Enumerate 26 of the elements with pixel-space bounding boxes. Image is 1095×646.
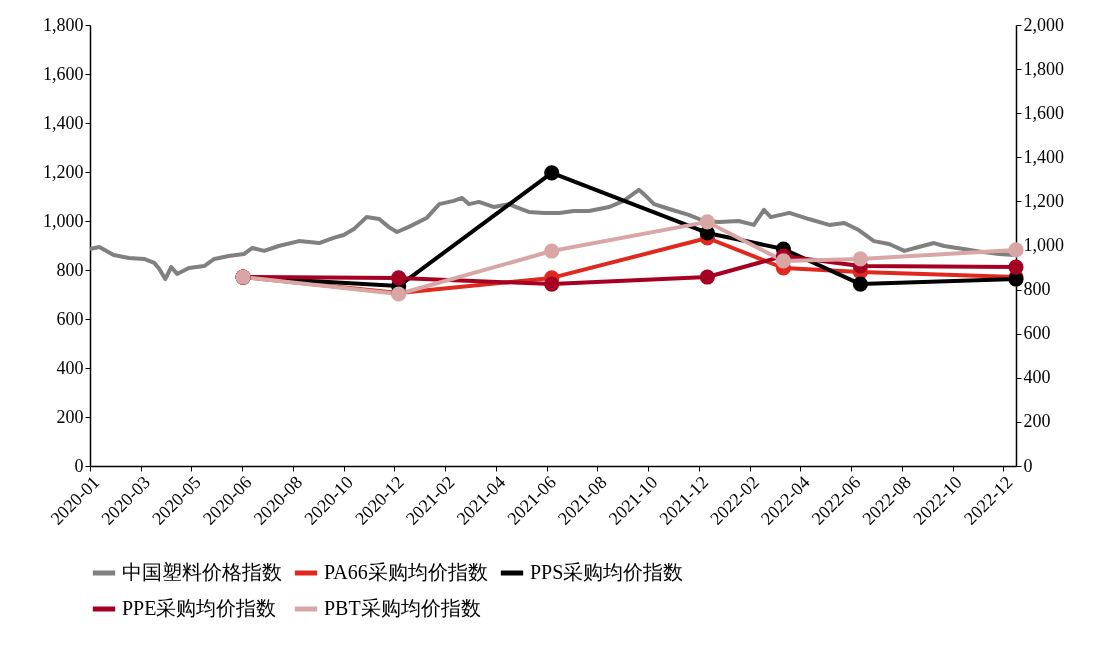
legend-label: PA66采购均价指数 bbox=[324, 561, 488, 583]
y-tick-label: 1,000 bbox=[43, 210, 84, 231]
y-tick-label: 200 bbox=[56, 406, 84, 427]
y-tick-label: 800 bbox=[56, 259, 84, 280]
legend-label: 中国塑料价格指数 bbox=[122, 561, 282, 583]
y-tick-label: 1,200 bbox=[43, 161, 84, 182]
y2-tick-label: 200 bbox=[1023, 411, 1051, 432]
y-tick-label: 1,400 bbox=[43, 112, 84, 133]
y2-tick-label: 800 bbox=[1023, 279, 1051, 300]
y-tick-label: 400 bbox=[56, 357, 84, 378]
y-tick-label: 600 bbox=[56, 308, 84, 329]
y2-tick-label: 0 bbox=[1023, 455, 1033, 476]
y2-tick-label: 600 bbox=[1023, 323, 1051, 344]
legend-label: PPS采购均价指数 bbox=[530, 561, 684, 583]
y2-tick-label: 2,000 bbox=[1023, 14, 1064, 35]
y2-tick-label: 1,800 bbox=[1023, 58, 1064, 79]
y-tick-label: 1,800 bbox=[43, 14, 84, 35]
y2-tick-label: 1,200 bbox=[1023, 190, 1064, 211]
y-tick-label: 0 bbox=[74, 455, 84, 476]
legend-label: PPE采购均价指数 bbox=[122, 597, 277, 619]
y2-tick-label: 400 bbox=[1023, 367, 1051, 388]
y2-tick-label: 1,600 bbox=[1023, 102, 1064, 123]
legend-label: PBT采购均价指数 bbox=[324, 597, 481, 619]
y-tick-label: 1,600 bbox=[43, 63, 84, 84]
y2-tick-label: 1,000 bbox=[1023, 235, 1064, 255]
y2-tick-label: 1,400 bbox=[1023, 146, 1064, 167]
